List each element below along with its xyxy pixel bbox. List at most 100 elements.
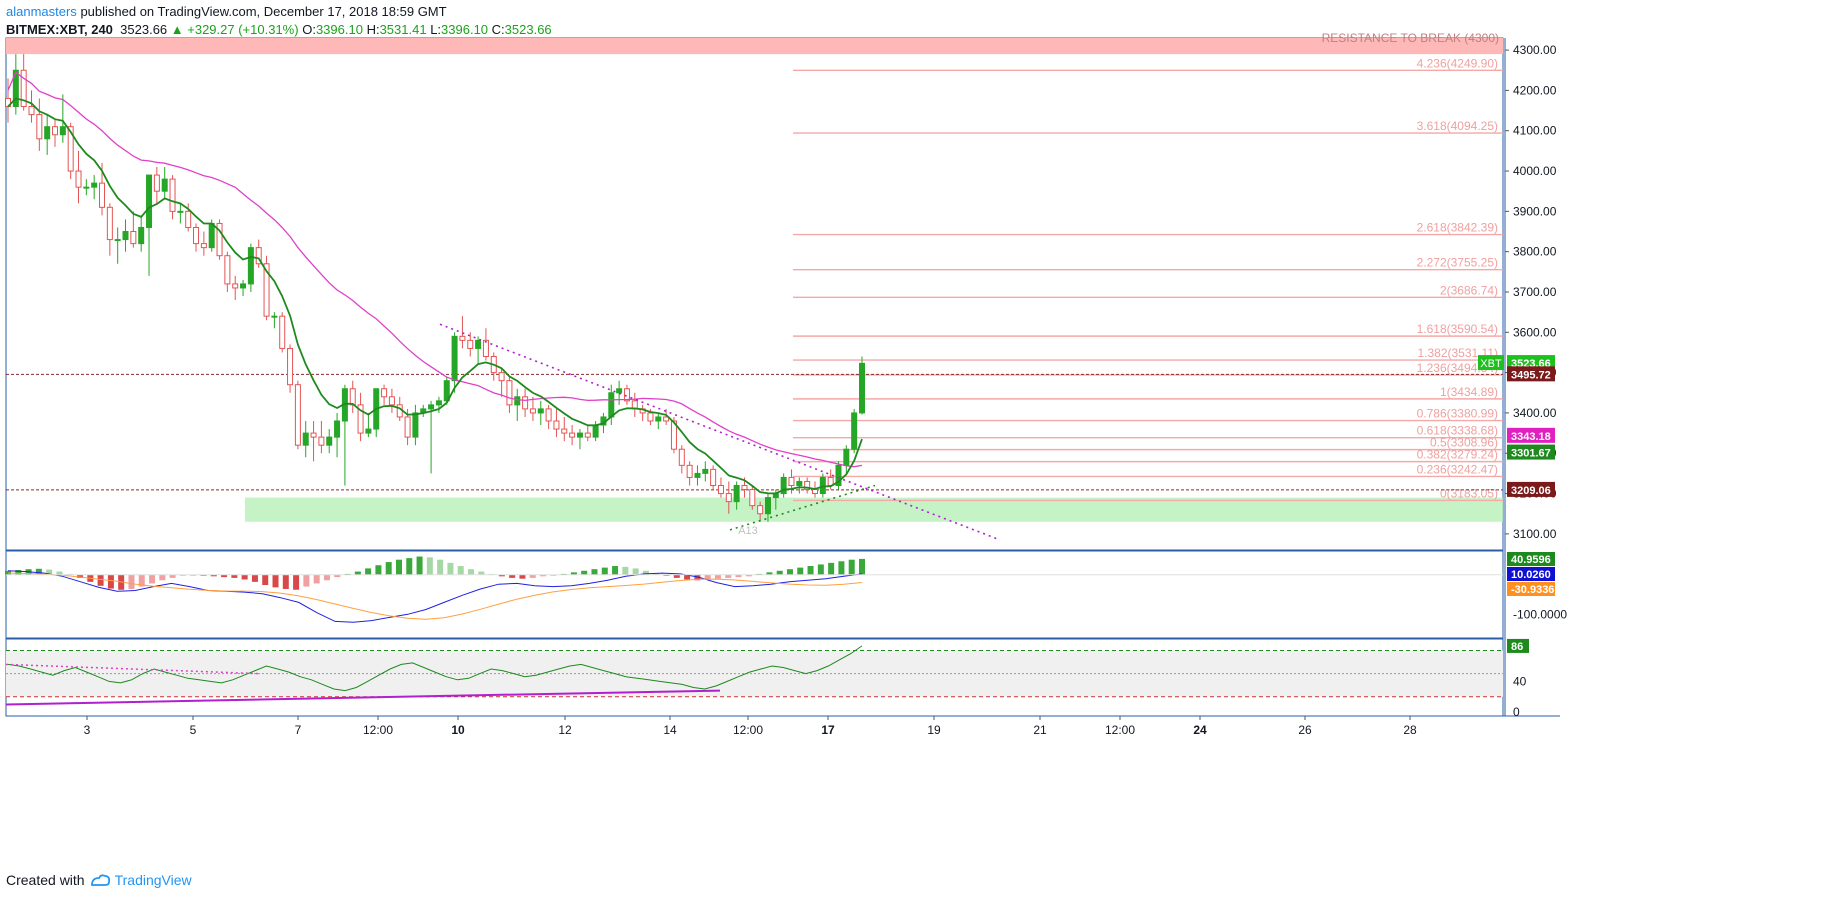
macd-histogram-bar [56,571,63,575]
macd-histogram-bar [673,574,680,578]
chart-area[interactable]: RESISTANCE TO BREAK (4300) 4.236(4249.90)… [0,0,1828,860]
price-tag-value: 3343.18 [1511,431,1551,443]
macd-histogram-bar [591,569,598,575]
price-change: ▲ +329.27 (+10.31%) [170,22,299,37]
sma-line [7,71,863,468]
price-tick-label: 4000.00 [1513,164,1557,178]
time-tick-label: 28 [1403,723,1417,737]
macd-value-tag: 10.0260 [1507,567,1555,581]
macd-histogram-bar [725,574,732,578]
macd-histogram-bar [745,574,752,577]
candle-body [710,468,717,486]
candle-body [12,69,19,108]
macd-histogram-bar [581,570,588,575]
price-tick-label: 3700.00 [1513,285,1557,299]
candle-body [757,505,764,515]
candle-body [193,226,200,245]
author-link[interactable]: alanmasters [6,4,77,19]
candle-body [161,178,168,192]
macd-histogram-bar [601,567,608,575]
macd-histogram-bar [457,566,464,575]
macd-histogram-bar [416,556,423,575]
candle-body [334,420,341,438]
macd-histogram-bar [735,574,742,578]
time-tick-label: 7 [295,723,302,737]
time-tick-label: 12:00 [1105,723,1135,737]
macd-value-tag: -30.9336 [1507,582,1555,596]
rsi-support-line [5,689,721,706]
time-tick-label: 3 [84,723,91,737]
candle-body [459,335,466,341]
support-zone [245,497,1503,522]
fib-level-label: 1.236(3494.34) [1417,361,1498,375]
candle-body [326,436,333,446]
ema-line [7,97,863,495]
fib-level-label: 0.382(3279.24) [1417,448,1498,462]
macd-histogram-bar [817,564,824,575]
signal-line [7,572,863,620]
macd-histogram-bar [838,561,845,575]
macd-histogram-bar [684,574,691,580]
resistance-label: RESISTANCE TO BREAK (4300) [1322,31,1499,45]
time-tick-label: 26 [1298,723,1312,737]
macd-histogram-bar [714,574,721,579]
macd-histogram-bar [694,574,701,581]
candle-body [122,231,129,241]
macd-histogram-bar [395,559,402,575]
candle-body [146,174,153,228]
tradingview-link[interactable]: TradingView [114,872,192,888]
rsi-tag-box [1507,638,1529,653]
candle-body [185,210,192,228]
ascending-trendline [729,484,876,531]
close-value: 3523.66 [504,22,552,37]
candle-body [592,424,599,438]
candle-body [294,384,301,446]
time-tick-label: 19 [927,723,941,737]
open-label: O: [302,22,316,37]
price-tag-symbol-box [1478,355,1504,371]
candle-body [138,226,145,245]
candle-body [443,380,450,402]
candle-body [788,476,795,486]
candle-body [388,396,395,406]
macd-histogram-bar [786,569,793,575]
macd-histogram-bar [221,574,228,578]
symbol-name[interactable]: BITMEX:XBT, 240 [6,22,113,37]
candle-body [396,404,403,418]
candle-body [702,468,709,474]
candle-body [5,97,11,108]
macd-histogram-bar [272,574,279,588]
price-tag-value: 3495.72 [1511,369,1551,381]
time-tick-label: 12:00 [733,723,763,737]
macd-histogram-bar [529,574,536,578]
candle-body [99,182,106,208]
candle-body [287,347,294,386]
main-pane-frame [5,37,1504,551]
candle-body [44,126,51,140]
candle-body [733,484,740,503]
macd-histogram-bar [642,570,649,575]
macd-histogram-bar [231,574,238,578]
candle-body [482,339,489,357]
candle-body [819,476,826,495]
macd-histogram-bar [210,574,217,577]
candle-body [514,396,521,406]
price-tick-label: 4300.00 [1513,43,1557,57]
macd-histogram-bar [107,574,114,589]
price-tag: XBT 3523.66 [1478,355,1555,371]
low-value: 3396.10 [441,22,489,37]
candle-body [522,396,529,410]
macd-histogram-bar [509,574,516,578]
macd-line [7,570,863,623]
fib-level-label: 0.786(3380.99) [1417,407,1498,421]
price-tick-label: 3400.00 [1513,406,1557,420]
candle-body [428,404,435,410]
candle-body [59,126,66,136]
price-tag-box [1507,355,1555,371]
candle-body [75,170,82,188]
candle-body [435,400,442,406]
candle-body [616,388,623,394]
candle-body [749,489,756,507]
macd-tag-box [1507,552,1555,566]
macd-histogram-bar [77,574,84,578]
